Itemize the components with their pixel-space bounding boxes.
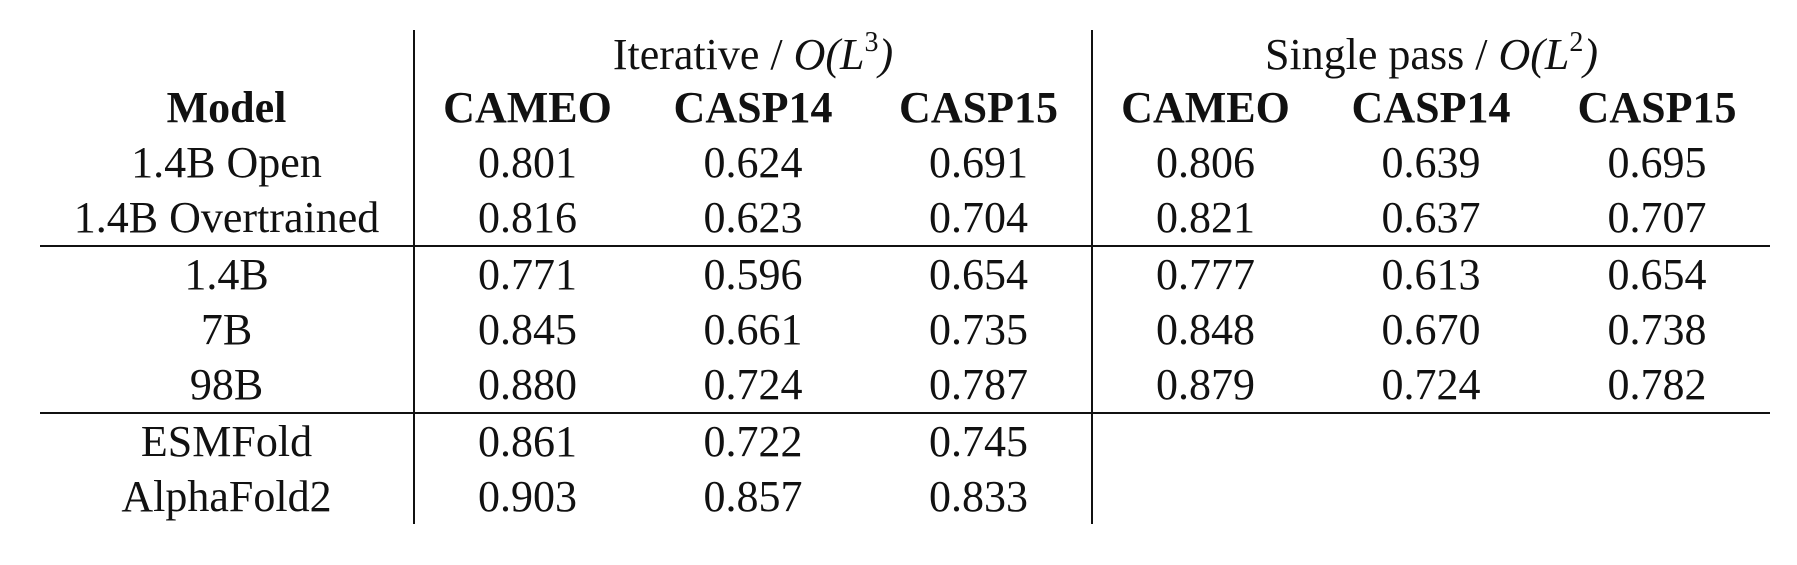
model-name: 7B <box>40 302 415 357</box>
table-row: AlphaFold2 0.903 0.857 0.833 <box>40 469 1770 524</box>
model-name: 1.4B <box>40 245 415 302</box>
score-cell <box>1318 412 1544 469</box>
model-name: 98B <box>40 357 415 413</box>
score-cell: 0.777 <box>1092 245 1318 302</box>
score-cell: 0.724 <box>1381 360 1481 409</box>
score-cell: 0.801 <box>478 138 577 187</box>
score-cell: 0.782 <box>1607 360 1707 409</box>
score-cell: 0.880 <box>478 360 577 409</box>
column-header-single-casp15: CASP15 <box>1577 83 1737 132</box>
results-table: Iterative / O(L3) Single pass / O(L2) Mo… <box>40 27 1770 524</box>
score-cell: 0.654 <box>866 245 1093 302</box>
group-header-empty <box>40 30 415 80</box>
score-cell: 0.821 <box>1156 193 1255 242</box>
column-header-model: Model <box>40 80 415 135</box>
score-cell: 0.787 <box>866 357 1093 413</box>
score-cell: 0.879 <box>1156 360 1255 409</box>
score-cell <box>1092 469 1318 524</box>
table-row: ESMFold 0.861 0.722 0.745 <box>40 412 1770 469</box>
score-cell: 0.816 <box>478 193 577 242</box>
model-name: ESMFold <box>40 412 415 469</box>
column-header-single-casp14: CASP14 <box>1351 83 1511 132</box>
score-cell <box>1092 412 1318 469</box>
score-cell: 0.833 <box>866 469 1093 524</box>
score-cell: 0.695 <box>1607 138 1707 187</box>
score-cell: 0.861 <box>414 412 640 469</box>
score-cell: 0.707 <box>1607 193 1707 242</box>
score-cell: 0.903 <box>478 472 577 521</box>
score-cell: 0.637 <box>1381 193 1481 242</box>
score-cell: 0.670 <box>1381 305 1481 354</box>
score-cell: 0.613 <box>1318 245 1544 302</box>
table-row: 1.4B Open 0.801 0.624 0.691 0.806 0.639 … <box>40 135 1770 190</box>
group-header-iterative: Iterative / O(L3) <box>414 27 1093 80</box>
complexity-single-pass: O(L2) <box>1498 27 1598 80</box>
score-cell: 0.724 <box>703 360 803 409</box>
score-cell: 0.722 <box>640 412 866 469</box>
column-header-row: Model CAMEO CASP14 CASP15 CAMEO CASP14 C… <box>40 80 1770 135</box>
group-header-row: Iterative / O(L3) Single pass / O(L2) <box>40 27 1770 80</box>
score-cell: 0.845 <box>478 305 577 354</box>
column-header-iter-casp14: CASP14 <box>673 83 833 132</box>
model-name: AlphaFold2 <box>40 469 415 524</box>
score-cell: 0.623 <box>703 193 803 242</box>
column-header-iter-casp15: CASP15 <box>866 80 1093 135</box>
model-name: 1.4B Overtrained <box>40 190 415 246</box>
table-row: 98B 0.880 0.724 0.787 0.879 0.724 0.782 <box>40 357 1770 413</box>
score-cell: 0.691 <box>866 135 1093 190</box>
score-cell: 0.848 <box>1156 305 1255 354</box>
table-row: 1.4B 0.771 0.596 0.654 0.777 0.613 0.654 <box>40 245 1770 302</box>
score-cell <box>1544 412 1770 469</box>
score-cell: 0.639 <box>1381 138 1481 187</box>
score-cell: 0.624 <box>703 138 803 187</box>
score-cell <box>1544 469 1770 524</box>
model-name: 1.4B Open <box>40 135 415 190</box>
table-row: 7B 0.845 0.661 0.735 0.848 0.670 0.738 <box>40 302 1770 357</box>
score-cell: 0.806 <box>1156 138 1255 187</box>
table-row: 1.4B Overtrained 0.816 0.623 0.704 0.821… <box>40 190 1770 246</box>
score-cell: 0.857 <box>703 472 803 521</box>
complexity-iterative: O(L3) <box>793 27 894 80</box>
score-cell: 0.738 <box>1607 305 1707 354</box>
column-header-single-cameo: CAMEO <box>1121 83 1290 132</box>
score-cell: 0.745 <box>866 412 1093 469</box>
score-cell: 0.654 <box>1544 245 1770 302</box>
score-cell: 0.661 <box>703 305 803 354</box>
score-cell: 0.596 <box>640 245 866 302</box>
score-cell: 0.704 <box>866 190 1093 246</box>
group-header-single-pass: Single pass / O(L2) <box>1264 27 1598 80</box>
score-cell: 0.735 <box>866 302 1093 357</box>
score-cell: 0.771 <box>414 245 640 302</box>
score-cell <box>1318 469 1544 524</box>
column-header-iter-cameo: CAMEO <box>443 83 612 132</box>
